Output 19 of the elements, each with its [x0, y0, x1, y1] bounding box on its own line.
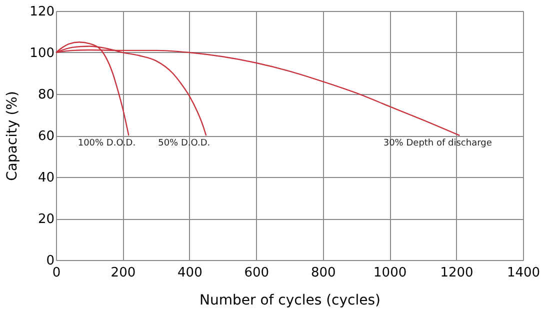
- x-tick-label: 600: [244, 266, 270, 280]
- y-tick-label: 100: [30, 46, 54, 61]
- x-tick-label: 200: [110, 266, 136, 280]
- x-tick-label: 800: [310, 266, 336, 280]
- x-axis-title: Number of cycles (cycles): [200, 292, 380, 308]
- x-tick-label: 1200: [440, 266, 474, 280]
- x-tick-label: 1000: [374, 266, 407, 280]
- annotation: 50% D.O.D.: [158, 138, 210, 148]
- x-tick-label: 400: [178, 266, 202, 280]
- y-tick-label: 0: [46, 254, 54, 268]
- x-tick-label: 1400: [506, 266, 540, 280]
- y-axis-title: Capacity (%): [4, 91, 21, 181]
- y-tick-label: 40: [38, 170, 54, 186]
- annotation: 30% Depth of discharge: [383, 138, 492, 148]
- y-tick-label: 20: [38, 212, 54, 227]
- y-tick-label: 80: [38, 88, 54, 102]
- y-tick-label: 60: [38, 129, 54, 144]
- y-tick-label: 120: [30, 4, 54, 20]
- annotation: 100% D.O.D.: [78, 138, 136, 148]
